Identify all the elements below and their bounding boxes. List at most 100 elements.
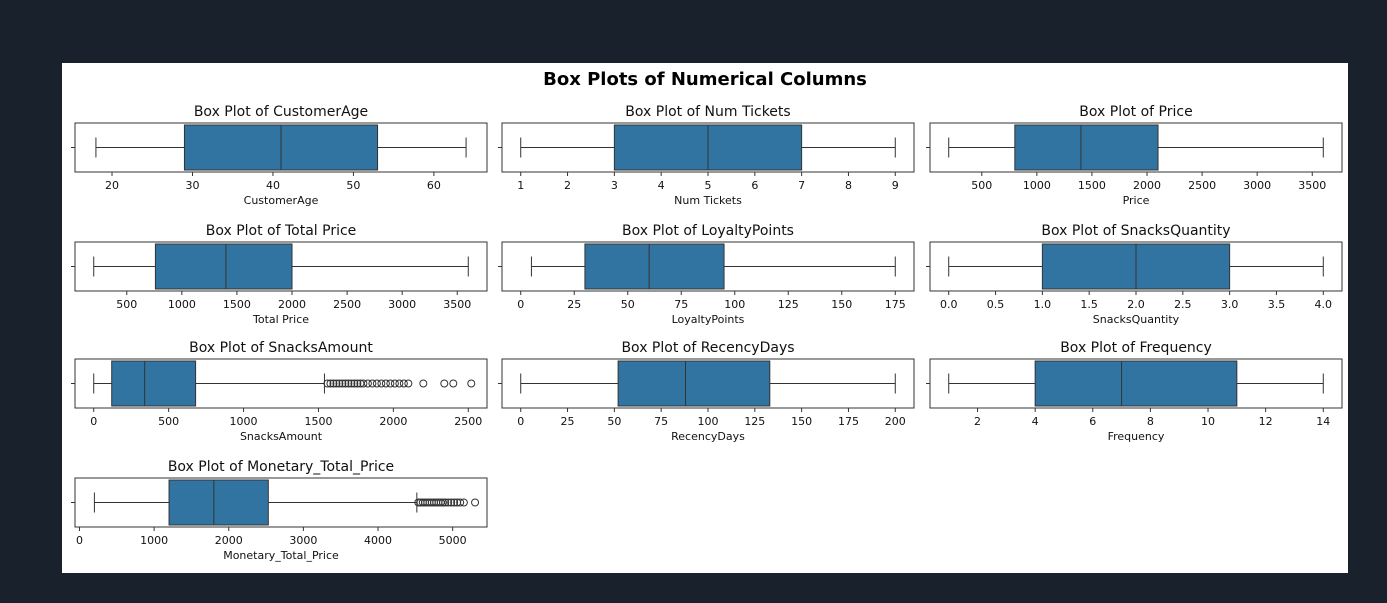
outlier-point (386, 379, 395, 388)
outlier-point (450, 498, 459, 507)
x-tick-label: 2 (974, 415, 981, 428)
x-tick-label: 175 (838, 415, 859, 428)
subplot-4: Box Plot of LoyaltyPoints 0 25 50 75 100 125 15… (498, 223, 915, 326)
x-tick-label: 3000 (388, 298, 416, 311)
outlier-point (341, 379, 350, 388)
x-tick-label: 2.0 (1127, 298, 1145, 311)
outlier-point (390, 379, 399, 388)
x-tick-label: 0 (517, 298, 524, 311)
x-tick-label: 1000 (140, 534, 168, 547)
x-tick-label: 100 (698, 415, 719, 428)
x-tick-label: 3000 (289, 534, 317, 547)
x-tick-label: 2000 (379, 415, 407, 428)
outlier-point (359, 379, 368, 388)
outlier-point (332, 379, 341, 388)
x-tick-label: 4 (658, 179, 665, 192)
outlier-point (404, 379, 413, 388)
x-tick-label: 75 (674, 298, 688, 311)
subplot-title: Box Plot of RecencyDays (621, 340, 794, 356)
outlier-point (447, 498, 456, 507)
subplot-8: Box Plot of Frequency 2 4 6 8 10 12 14 Frequency (926, 340, 1343, 443)
x-tick-label: 0.0 (940, 298, 958, 311)
outlier-point (338, 379, 347, 388)
x-tick-label: 125 (778, 298, 799, 311)
x-tick-label: 0 (517, 415, 524, 428)
x-tick-label: 125 (744, 415, 765, 428)
x-axis-label: Monetary_Total_Price (223, 549, 339, 562)
subplot-3: Box Plot of Total Price 500 1000 1500 2000 25… (71, 223, 488, 326)
subplot-1: Box Plot of Num Tickets 1 2 3 4 5 6 7 8 9 Num Tick… (498, 104, 915, 207)
x-tick-label: 50 (607, 415, 621, 428)
figure-canvas: Box Plots of Numerical Columns Box Plot … (71, 69, 1343, 562)
outlier-point (329, 379, 338, 388)
outlier-point (438, 498, 447, 507)
x-axis-label: Frequency (1108, 430, 1165, 443)
outlier-point (440, 379, 449, 388)
x-tick-label: 2000 (1133, 179, 1161, 192)
x-tick-label: 2.5 (1174, 298, 1192, 311)
x-tick-label: 8 (845, 179, 852, 192)
x-tick-label: 14 (1316, 415, 1330, 428)
box-iqr (1014, 124, 1159, 171)
outlier-point (347, 379, 356, 388)
x-axis-label: Total Price (252, 313, 309, 326)
x-tick-label: 0.5 (987, 298, 1005, 311)
x-tick-label: 60 (427, 179, 441, 192)
subplot-title: Box Plot of CustomerAge (194, 104, 368, 120)
x-axis-label: Num Tickets (674, 194, 742, 207)
x-tick-label: 150 (791, 415, 812, 428)
outlier-point (399, 379, 408, 388)
outlier-point (471, 498, 480, 507)
x-tick-label: 10 (1201, 415, 1215, 428)
x-tick-label: 500 (116, 298, 137, 311)
x-tick-label: 1.5 (1080, 298, 1098, 311)
subplot-6: Box Plot of SnacksAmount 0 500 1000 1500 2000… (71, 340, 488, 443)
x-tick-label: 3 (611, 179, 618, 192)
x-tick-label: 0 (76, 534, 83, 547)
x-tick-label: 50 (621, 298, 635, 311)
subplot-2: Box Plot of Price 500 1000 1500 2000 2500 3000… (926, 104, 1343, 207)
outlier-point (368, 379, 377, 388)
x-tick-label: 1000 (168, 298, 196, 311)
outlier-point (326, 379, 335, 388)
outlier-point (350, 379, 359, 388)
subplot-title: Box Plot of LoyaltyPoints (622, 223, 794, 239)
x-tick-label: 175 (885, 298, 906, 311)
outlier-point (449, 379, 458, 388)
outlier-point (467, 379, 476, 388)
x-axis-label: Price (1123, 194, 1150, 207)
x-tick-label: 7 (798, 179, 805, 192)
x-tick-label: 2000 (278, 298, 306, 311)
x-tick-label: 2500 (454, 415, 482, 428)
outlier-point (323, 379, 332, 388)
subplot-title: Box Plot of Num Tickets (625, 104, 790, 120)
outlier-point (444, 498, 453, 507)
x-tick-label: 25 (567, 298, 581, 311)
subplot-title: Box Plot of Frequency (1060, 340, 1212, 356)
x-tick-label: 9 (892, 179, 899, 192)
x-tick-label: 2500 (333, 298, 361, 311)
x-tick-label: 20 (105, 179, 119, 192)
x-tick-label: 3500 (1298, 179, 1326, 192)
subplot-title: Box Plot of SnacksQuantity (1041, 223, 1230, 239)
x-tick-label: 75 (654, 415, 668, 428)
x-tick-label: 12 (1259, 415, 1273, 428)
x-tick-label: 5000 (439, 534, 467, 547)
x-axis-label: RecencyDays (671, 430, 745, 443)
x-tick-label: 2000 (215, 534, 243, 547)
x-tick-label: 8 (1147, 415, 1154, 428)
outlier-point (377, 379, 386, 388)
x-tick-label: 2500 (1188, 179, 1216, 192)
subplot-9: Box Plot of Monetary_Total_Price 0 1000 200… (71, 459, 488, 562)
x-tick-label: 3000 (1243, 179, 1271, 192)
x-tick-label: 100 (724, 298, 745, 311)
outlier-point (363, 379, 372, 388)
x-tick-label: 1500 (304, 415, 332, 428)
x-tick-label: 4.0 (1315, 298, 1333, 311)
box-iqr (584, 243, 725, 290)
subplot-5: Box Plot of SnacksQuantity 0.0 0.5 1.0 1.5 2.… (926, 223, 1343, 326)
x-tick-label: 200 (885, 415, 906, 428)
x-tick-label: 150 (831, 298, 852, 311)
x-tick-label: 4000 (364, 534, 392, 547)
